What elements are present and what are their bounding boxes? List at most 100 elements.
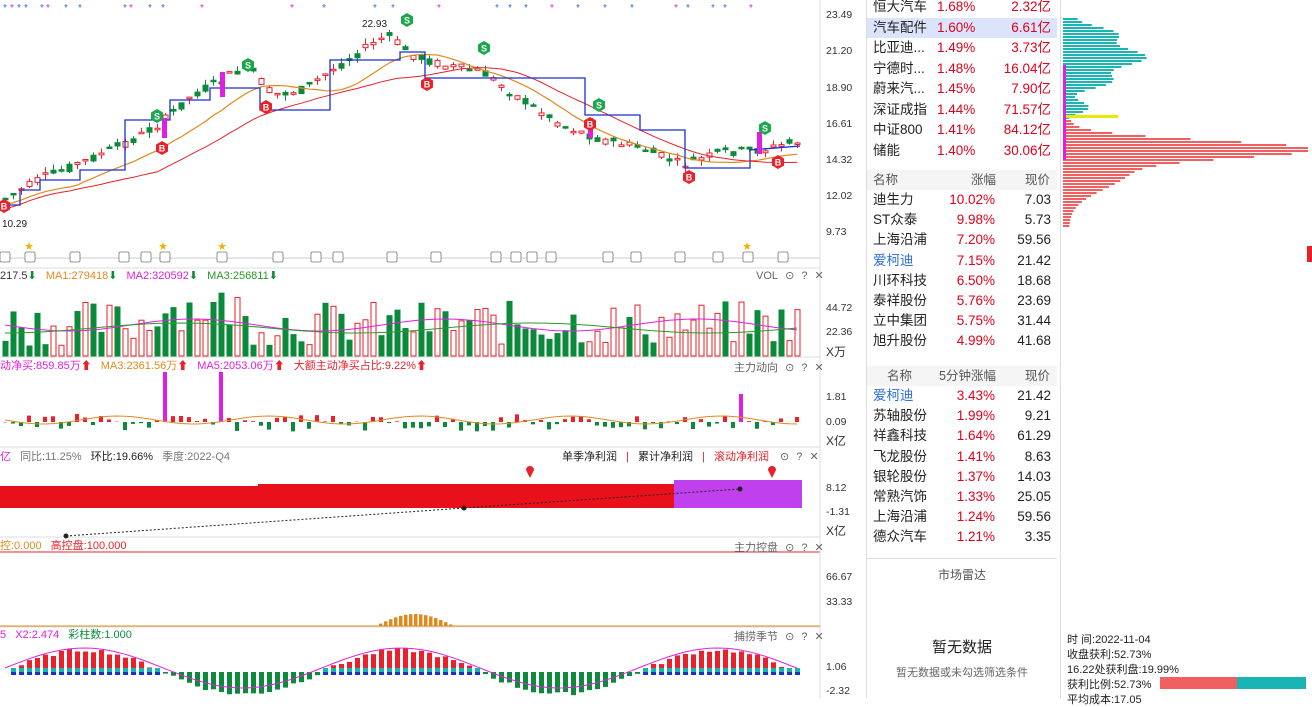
help-icon[interactable]: ? xyxy=(801,362,807,374)
flow-bar xyxy=(195,421,199,422)
sector-row[interactable]: 比亚迪...1.49%3.73亿 xyxy=(867,38,1057,58)
sector-row[interactable]: 蔚来汽...1.45%7.90亿 xyxy=(867,79,1057,99)
sector-name: 比亚迪... xyxy=(873,38,925,58)
settings-icon[interactable]: ⊙ xyxy=(785,361,794,374)
season-bar xyxy=(755,668,760,672)
radar-empty-subtitle: 暂无数据或未勾选筛选条件 xyxy=(867,664,1057,680)
help-icon[interactable]: ? xyxy=(801,542,807,554)
settings-icon[interactable]: ⊙ xyxy=(780,450,789,463)
tab-single-quarter[interactable]: 单季净利润 xyxy=(562,451,617,463)
radar-title[interactable]: 市场雷达 xyxy=(867,566,1057,583)
close-icon[interactable]: ✕ xyxy=(815,269,824,282)
season-bar xyxy=(347,668,352,672)
season-bar xyxy=(531,672,536,692)
close-icon[interactable]: ✕ xyxy=(815,361,824,374)
flow-bar xyxy=(547,422,551,429)
chip-bar xyxy=(1063,174,1129,176)
close-icon[interactable]: ✕ xyxy=(809,450,818,463)
settings-icon[interactable]: ⊙ xyxy=(785,269,794,282)
chip-bar xyxy=(1063,54,1145,56)
candle-body xyxy=(291,93,296,95)
star-marker: * xyxy=(603,3,607,14)
volume-bar xyxy=(251,345,256,356)
flow-bar xyxy=(267,422,271,430)
candle-body xyxy=(83,159,88,161)
event-icon xyxy=(527,252,537,262)
flow-bar xyxy=(563,419,567,422)
candle-body xyxy=(339,64,344,69)
flow-bar xyxy=(67,422,71,426)
season-bar xyxy=(715,672,720,675)
help-icon[interactable]: ? xyxy=(801,631,807,643)
season-bar xyxy=(787,672,792,675)
season-indicator-name[interactable]: 捕捞季节 xyxy=(734,628,778,644)
chip-bar xyxy=(1063,177,1125,179)
candle-body xyxy=(115,143,120,146)
scroll-marker[interactable] xyxy=(1307,246,1312,262)
control-indicator-name[interactable]: 主力控盘 xyxy=(734,539,778,555)
close-icon[interactable]: ✕ xyxy=(815,541,824,554)
stock-pct: 1.41% xyxy=(957,447,995,467)
control-header: 控:0.000 高控盘:100.000 xyxy=(0,539,126,553)
season-bar xyxy=(691,672,696,675)
control-bar xyxy=(409,614,413,626)
season-bar xyxy=(427,668,432,672)
volume-bar xyxy=(475,310,480,356)
stock-price: 8.63 xyxy=(1025,447,1051,467)
volume-indicator-name[interactable]: VOL xyxy=(756,270,778,282)
flow-indicator-name[interactable]: 主力动向 xyxy=(734,359,778,375)
star-marker: * xyxy=(630,3,634,14)
stock-price: 23.69 xyxy=(1017,291,1051,311)
season-bar xyxy=(403,672,408,675)
help-icon[interactable]: ? xyxy=(801,270,807,282)
season-controls: 捕捞季节 ⊙ ? ✕ xyxy=(730,628,824,644)
settings-icon[interactable]: ⊙ xyxy=(785,630,794,643)
tab-cumulative[interactable]: 累计净利润 xyxy=(638,451,693,463)
settings-icon[interactable]: ⊙ xyxy=(785,541,794,554)
event-icon xyxy=(743,252,753,262)
volume-bar xyxy=(27,346,32,356)
season-bar xyxy=(675,668,680,672)
chip-bar xyxy=(1063,165,1156,167)
candle-body xyxy=(235,71,240,74)
kline-chart-area[interactable]: SSSSSSBBBBBBB***************************… xyxy=(0,0,866,698)
chip-bar xyxy=(1063,171,1134,173)
flow-bar xyxy=(619,422,623,427)
sector-row[interactable]: 宁德时...1.48%16.04亿 xyxy=(867,59,1057,79)
flow-bar xyxy=(539,420,543,422)
close-icon[interactable]: ✕ xyxy=(815,630,824,643)
chip-bar xyxy=(1063,195,1091,197)
flow-bar xyxy=(323,421,327,422)
season-bar xyxy=(795,672,800,675)
season-bar xyxy=(131,672,136,675)
season-bar xyxy=(523,672,528,690)
candle-body xyxy=(99,153,104,155)
event-icon xyxy=(675,252,685,262)
tab-rolling[interactable]: 滚动净利润 xyxy=(714,451,769,463)
volume-bar xyxy=(99,332,104,356)
help-icon[interactable]: ? xyxy=(796,451,802,463)
sector-name: 蔚来汽... xyxy=(873,79,925,99)
